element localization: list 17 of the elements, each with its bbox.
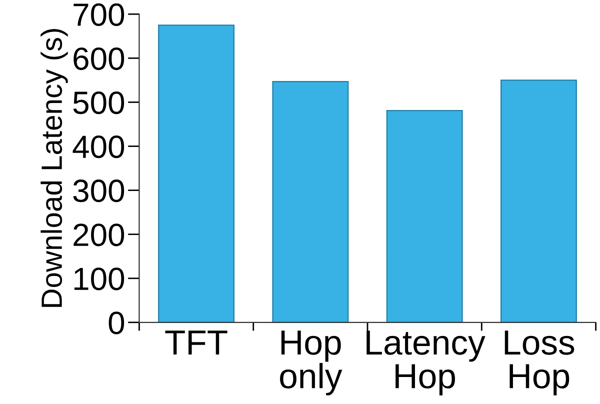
y-axis-title: Download Latency (s) bbox=[40, 29, 68, 307]
y-tick-label: 0 bbox=[108, 312, 124, 334]
y-tick-label: 600 bbox=[74, 47, 124, 70]
bar bbox=[500, 80, 577, 322]
x-tick-label: Hop only bbox=[280, 330, 342, 396]
y-tick-label: 400 bbox=[72, 136, 124, 158]
y-tick-label: 100 bbox=[74, 268, 124, 290]
x-tick-label: TFT bbox=[165, 330, 228, 354]
bar bbox=[158, 24, 234, 322]
bar bbox=[272, 80, 349, 322]
x-tick-label: Loss Hop bbox=[504, 330, 574, 396]
y-tick-label: 200 bbox=[74, 224, 124, 246]
bar bbox=[386, 110, 463, 322]
x-tick-label: Latency Hop bbox=[366, 330, 486, 396]
y-tick-label: 300 bbox=[73, 180, 124, 202]
y-tick-label: 500 bbox=[73, 91, 124, 114]
y-tick-label: 700 bbox=[74, 3, 124, 26]
